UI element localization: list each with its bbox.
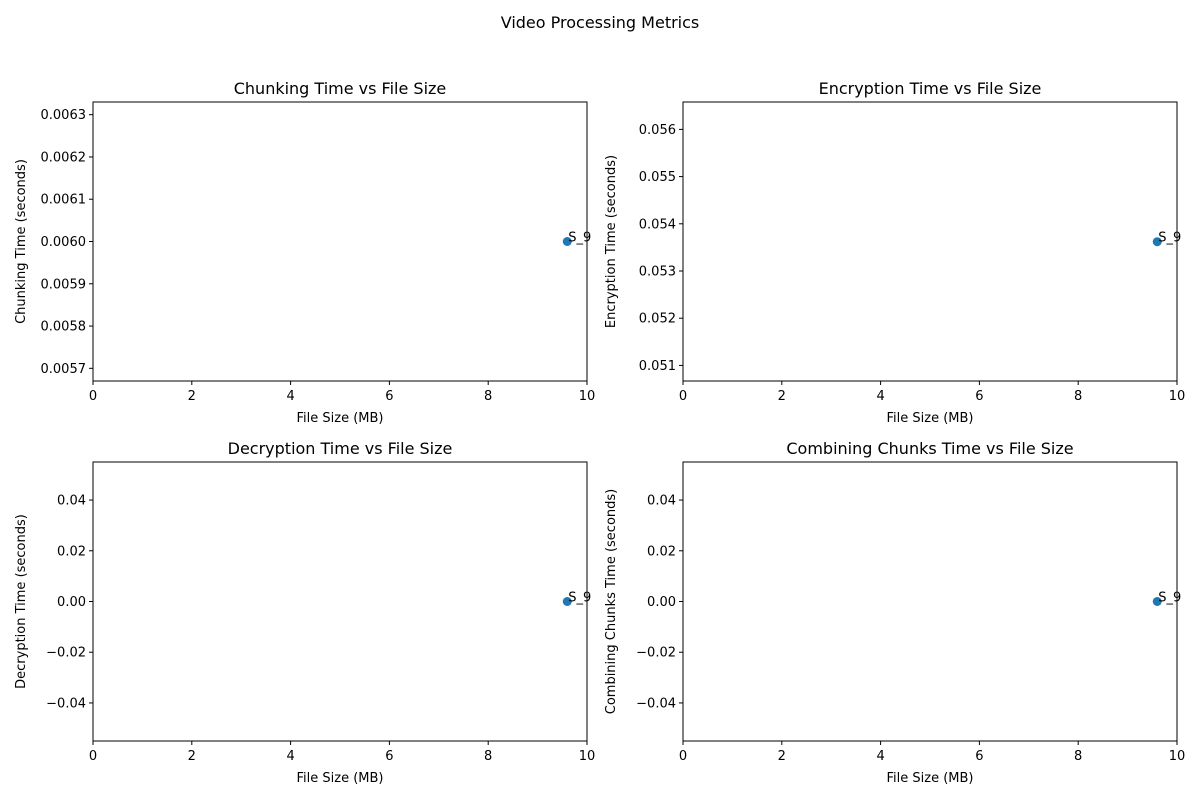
subplot-title: Chunking Time vs File Size <box>234 79 447 98</box>
x-tick-label: 0 <box>679 389 687 404</box>
x-axis-label: File Size (MB) <box>887 411 974 426</box>
x-tick-label: 2 <box>778 749 786 764</box>
y-tick-label: 0.0060 <box>41 235 87 250</box>
x-tick-label: 8 <box>1074 389 1082 404</box>
x-axis-label: File Size (MB) <box>297 411 384 426</box>
y-tick-label: 0.0058 <box>41 320 87 335</box>
y-tick-label: 0.00 <box>647 595 676 610</box>
x-tick-label: 6 <box>385 749 393 764</box>
x-tick-label: 4 <box>286 749 294 764</box>
y-tick-label: 0.02 <box>647 544 676 559</box>
y-tick-label: 0.02 <box>57 544 86 559</box>
axes-frame <box>682 101 1178 382</box>
y-tick-label: −0.02 <box>636 646 676 661</box>
y-tick-label: −0.02 <box>46 646 86 661</box>
x-tick-label: 0 <box>679 749 687 764</box>
subplot-1: Chunking Time vs File Size 0 2 4 6 8 10 0.0057 0… <box>14 79 595 426</box>
y-tick-label: 0.04 <box>57 494 86 509</box>
x-tick-label: 10 <box>579 389 596 404</box>
figure-title: Video Processing Metrics <box>500 13 700 32</box>
data-point <box>562 237 572 246</box>
x-tick-label: 4 <box>286 389 294 404</box>
y-tick-label: 0.00 <box>57 595 86 610</box>
x-tick-label: 6 <box>975 389 983 404</box>
y-tick-label: 0.051 <box>639 359 676 374</box>
x-tick-label: 6 <box>385 389 393 404</box>
point-label: S_9 <box>1158 591 1181 606</box>
subplot-title: Combining Chunks Time vs File Size <box>786 439 1073 458</box>
data-point <box>1152 237 1162 247</box>
y-tick-label: 0.04 <box>647 494 676 509</box>
x-tick-label: 4 <box>876 389 884 404</box>
x-tick-label: 8 <box>484 389 492 404</box>
x-tick-label: 8 <box>484 749 492 764</box>
x-tick-label: 10 <box>579 749 596 764</box>
y-tick-label: 0.054 <box>639 217 676 232</box>
subplot-title: Decryption Time vs File Size <box>228 439 453 458</box>
subplot-4: Combining Chunks Time vs File Size 0 2 4 6 8 1… <box>604 439 1185 786</box>
x-tick-label: 10 <box>1169 389 1186 404</box>
x-tick-label: 4 <box>876 749 884 764</box>
point-label: S_9 <box>568 591 591 606</box>
y-tick-label: 0.0059 <box>41 277 87 292</box>
y-tick-label: −0.04 <box>46 696 86 711</box>
x-tick-label: 2 <box>188 749 196 764</box>
subplot-2: Encryption Time vs File Size 0 2 4 6 8 10 0.051… <box>604 79 1185 426</box>
y-tick-label: 0.0061 <box>41 193 87 208</box>
x-tick-label: 2 <box>188 389 196 404</box>
y-tick-label: 0.053 <box>639 265 676 280</box>
y-tick-label: 0.0062 <box>41 150 87 165</box>
y-axis-label: Chunking Time (seconds) <box>14 159 29 324</box>
subplot-title: Encryption Time vs File Size <box>819 79 1042 98</box>
x-axis-label: File Size (MB) <box>297 771 384 786</box>
data-point <box>562 597 572 606</box>
y-tick-label: 0.0063 <box>41 108 87 123</box>
x-tick-label: 8 <box>1074 749 1082 764</box>
axes-frame <box>92 101 588 382</box>
y-tick-label: −0.04 <box>636 696 676 711</box>
y-tick-label: 0.055 <box>639 170 676 185</box>
x-tick-label: 10 <box>1169 749 1186 764</box>
x-tick-label: 0 <box>89 389 97 404</box>
axes-frame <box>92 461 588 742</box>
point-label: S_9 <box>1158 231 1181 246</box>
x-axis-label: File Size (MB) <box>887 771 974 786</box>
y-axis-label: Combining Chunks Time (seconds) <box>604 489 619 715</box>
x-tick-label: 2 <box>778 389 786 404</box>
data-point <box>1152 597 1162 606</box>
x-tick-label: 6 <box>975 749 983 764</box>
y-tick-label: 0.0057 <box>41 362 87 377</box>
y-tick-label: 0.052 <box>639 312 676 327</box>
subplot-3: Decryption Time vs File Size 0 2 4 6 8 10 −0.04… <box>14 439 595 786</box>
y-tick-label: 0.056 <box>639 123 676 138</box>
y-axis-label: Encryption Time (seconds) <box>604 155 619 328</box>
axes-frame <box>682 461 1178 742</box>
y-axis-label: Decryption Time (seconds) <box>14 514 29 689</box>
point-label: S_9 <box>568 231 591 246</box>
x-tick-label: 0 <box>89 749 97 764</box>
